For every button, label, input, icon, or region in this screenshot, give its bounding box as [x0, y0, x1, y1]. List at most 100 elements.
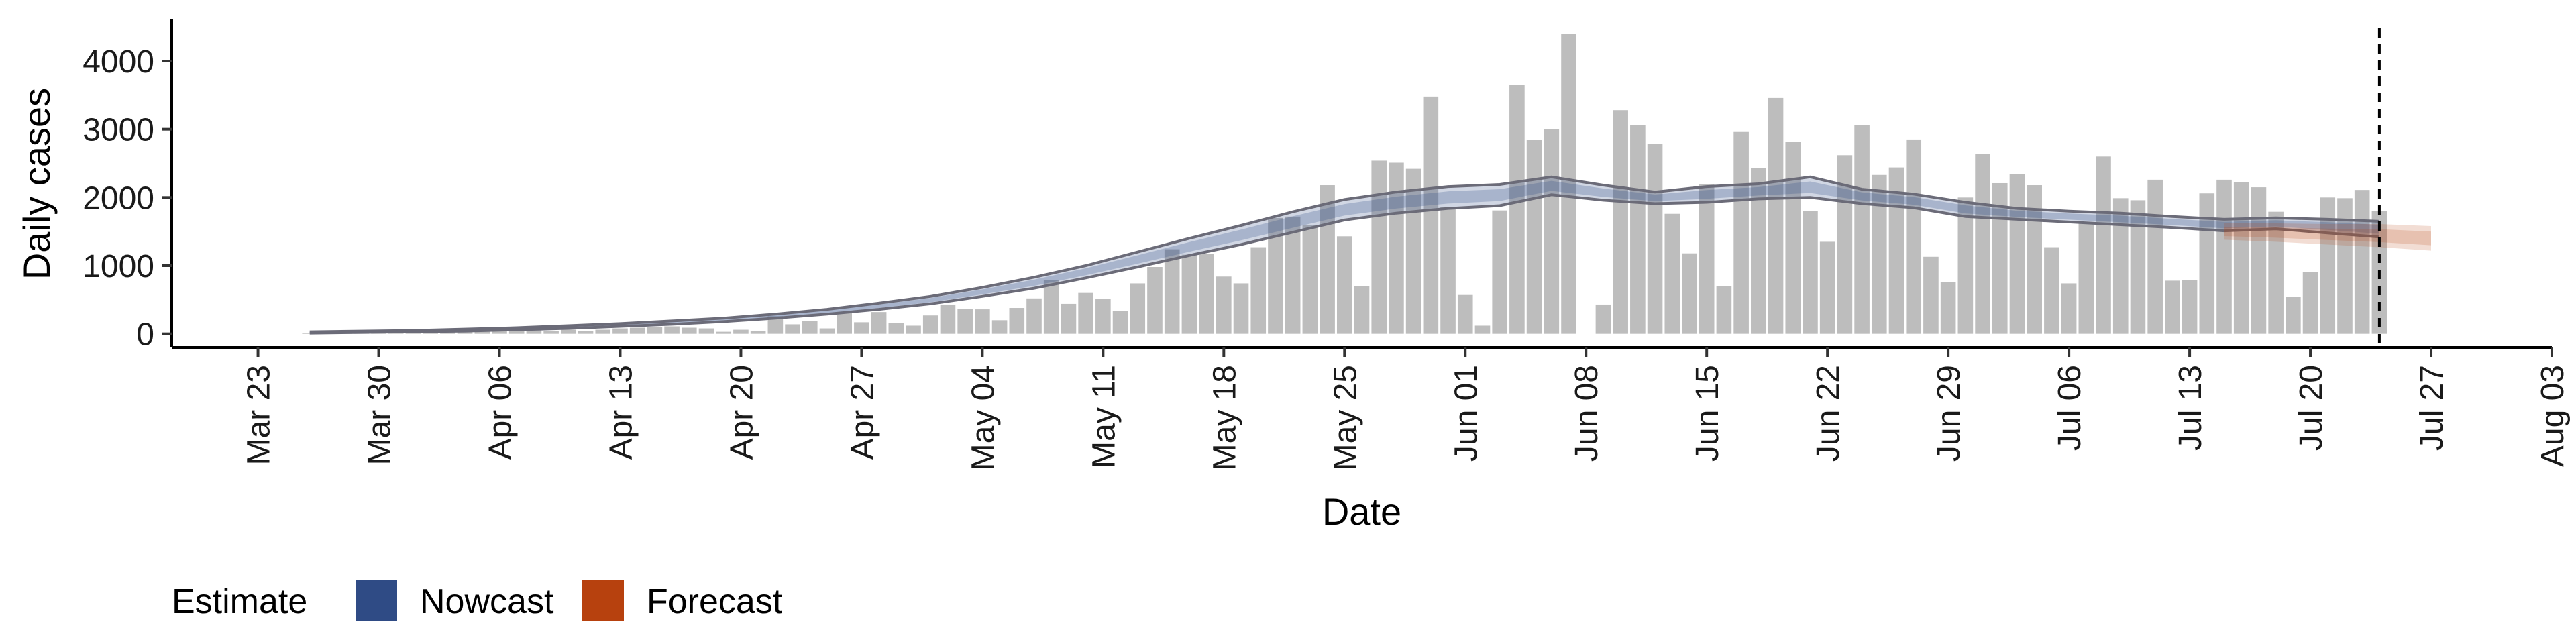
- bar: [2199, 193, 2215, 334]
- x-tick-label: Mar 30: [362, 365, 398, 465]
- x-tick-label: Apr 13: [604, 365, 639, 460]
- bar: [1975, 154, 1990, 334]
- bar: [975, 309, 990, 334]
- bar: [854, 322, 869, 334]
- bar: [1250, 247, 1267, 334]
- legend: Estimate Nowcast Forecast: [172, 580, 783, 621]
- bar: [1664, 213, 1680, 334]
- bar: [1544, 129, 1560, 334]
- x-tick-label: May 11: [1086, 365, 1122, 468]
- bar: [492, 330, 507, 334]
- bar: [1233, 283, 1249, 334]
- bar: [1043, 280, 1059, 334]
- bar: [1492, 210, 1507, 334]
- bar: [767, 316, 784, 334]
- bar: [957, 309, 973, 334]
- bar: [1785, 142, 1801, 334]
- bar: [1009, 308, 1025, 334]
- bar: [1733, 131, 1749, 334]
- bar: [1474, 325, 1491, 334]
- ribbons-layer: [309, 175, 2431, 335]
- bar: [1768, 97, 1784, 334]
- bar: [612, 328, 628, 334]
- bar: [906, 325, 921, 334]
- bar: [595, 329, 611, 334]
- bar: [1389, 162, 1404, 334]
- bar: [1268, 217, 1283, 334]
- bar: [750, 331, 766, 334]
- legend-title: Estimate: [172, 582, 307, 621]
- bar: [1285, 216, 1301, 334]
- bar: [1078, 292, 1093, 334]
- bar: [1095, 299, 1111, 334]
- bar: [1957, 197, 1974, 334]
- bar: [1199, 254, 1214, 334]
- bar: [2009, 174, 2025, 334]
- x-ticks-layer: Mar 23 Mar 30 Apr 06 Apr 13 Apr 20 Apr 27 May …: [241, 347, 2571, 470]
- bar: [888, 323, 904, 334]
- bar: [508, 329, 525, 334]
- bar: [2061, 283, 2077, 334]
- bar: [664, 326, 680, 334]
- bar: [2354, 190, 2370, 334]
- bar: [1854, 125, 1870, 334]
- bar: [2147, 179, 2163, 334]
- x-tick-label: Jul 13: [2173, 365, 2208, 451]
- bar: [2233, 182, 2249, 334]
- bar: [1630, 125, 1646, 334]
- y-ticks-layer: 0 1000 2000 3000 4000: [83, 44, 172, 353]
- bar: [2216, 179, 2232, 334]
- x-tick-label: Jul 06: [2052, 365, 2088, 451]
- legend-swatch-nowcast: [356, 580, 397, 621]
- bar: [1526, 140, 1542, 334]
- bar: [2268, 211, 2284, 334]
- x-tick-label: Jul 27: [2414, 365, 2450, 451]
- x-axis-title: Date: [1322, 490, 1401, 533]
- bars-layer: [302, 34, 2387, 334]
- axes-layer: [170, 19, 2552, 349]
- bar: [1371, 160, 1387, 334]
- x-tick-label: May 18: [1207, 365, 1242, 470]
- bar: [1423, 96, 1439, 334]
- bar: [578, 331, 594, 334]
- bar: [2096, 156, 2111, 334]
- bar: [1647, 144, 1663, 334]
- bar: [2044, 247, 2059, 334]
- bar: [561, 329, 576, 334]
- bar: [733, 329, 749, 334]
- nowcast-outer-ribbon: [309, 176, 2379, 333]
- bar: [940, 304, 956, 334]
- x-tick-label: Jun 08: [1569, 365, 1605, 462]
- bar: [1906, 139, 1922, 334]
- y-tick-label: 3000: [83, 113, 154, 148]
- bar: [716, 331, 732, 334]
- bar: [1699, 184, 1715, 334]
- y-tick-label: 4000: [83, 44, 154, 80]
- bar: [837, 312, 852, 334]
- bar: [526, 329, 542, 334]
- bar: [1147, 267, 1163, 334]
- bar: [922, 315, 938, 334]
- bar: [1751, 168, 1766, 334]
- bar: [1130, 283, 1146, 334]
- bar: [1595, 304, 1611, 334]
- bar: [802, 321, 818, 334]
- x-tick-label: Jul 20: [2294, 365, 2329, 451]
- bar: [991, 320, 1008, 334]
- bar: [1888, 167, 1904, 334]
- bar: [1112, 311, 1128, 334]
- y-tick-label: 2000: [83, 180, 154, 216]
- bar: [1457, 294, 1473, 334]
- bar: [1302, 225, 1318, 334]
- bar: [1613, 110, 1628, 334]
- bar: [1819, 241, 1835, 334]
- y-tick-label: 1000: [83, 249, 154, 284]
- x-tick-label: Apr 20: [724, 365, 759, 460]
- x-tick-label: May 25: [1328, 365, 1363, 470]
- bar: [1923, 256, 1939, 334]
- bar: [2165, 280, 2180, 334]
- x-tick-label: Apr 06: [483, 365, 519, 460]
- nowcast-upper-line: [309, 175, 2379, 333]
- x-tick-label: Jun 29: [1931, 365, 1967, 462]
